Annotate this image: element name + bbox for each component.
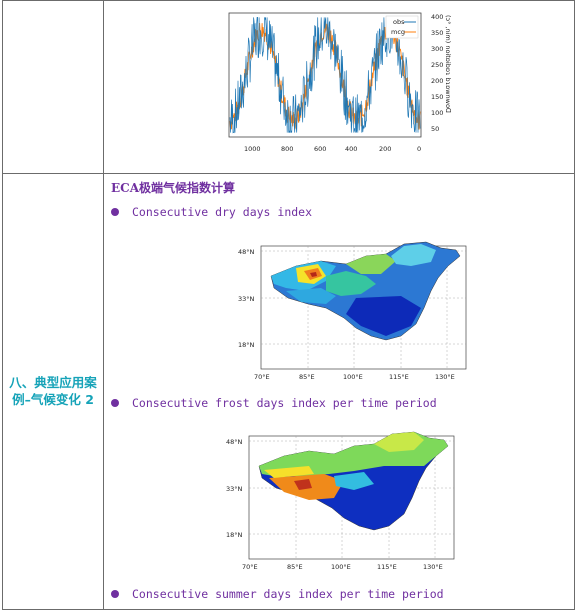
section-label: 八、典型应用案 例–气候变化 2: [3, 174, 103, 408]
lon-tick: 70°E: [242, 563, 258, 571]
bullet-icon: [111, 589, 119, 598]
xtick: 1000: [244, 145, 261, 153]
bullet-item-summer-days: Consecutive summer days index per time p…: [111, 587, 444, 601]
bullet-text: Consecutive frost days index per time pe…: [132, 396, 437, 410]
lon-tick: 130°E: [435, 373, 455, 381]
xtick: 200: [379, 145, 391, 153]
bullet-text: Consecutive dry days index: [132, 205, 313, 219]
lon-tick: 115°E: [389, 373, 409, 381]
map-dry-days: 48°N 33°N 18°N 70°E 85°E 100°E 115°E 130…: [226, 236, 476, 390]
legend-mcg-label: mcg: [391, 28, 405, 36]
lat-tick: 18°N: [238, 341, 255, 349]
lon-tick: 100°E: [331, 563, 351, 571]
eca-heading: ECA极端气候指数计算: [111, 181, 236, 195]
lat-tick: 33°N: [238, 295, 255, 303]
section-label-line1: 八、典型应用案: [9, 375, 97, 390]
xtick: 0: [417, 145, 421, 153]
lat-tick: 18°N: [226, 531, 243, 539]
ytick: 300: [431, 45, 443, 53]
ytick: 350: [431, 29, 443, 37]
bullet-icon: [111, 398, 119, 407]
lat-ticks: 48°N 33°N 18°N: [226, 438, 243, 539]
xtick: 800: [281, 145, 293, 153]
map-frost-days: 48°N 33°N 18°N 70°E 85°E 100°E 115°E 130…: [214, 426, 464, 580]
lon-tick: 70°E: [254, 373, 270, 381]
downward-radiation-chart: obs mcg 400 350 300 250 200 150 100 50 (…: [228, 12, 452, 153]
ytick: 400: [431, 13, 443, 21]
lon-ticks: 70°E 85°E 100°E 115°E 130°E: [242, 563, 443, 571]
lon-tick: 100°E: [343, 373, 363, 381]
lat-tick: 48°N: [226, 438, 243, 446]
bullet-text: Consecutive summer days index per time p…: [132, 587, 444, 601]
bullet-icon: [111, 207, 119, 216]
xtick: 600: [314, 145, 326, 153]
y-ticks: 400 350 300 250 200 150 100 50: [431, 13, 443, 133]
x-ticks: 1000 800 600 400 200 0: [244, 145, 421, 153]
section-label-line2: 例–气候变化 2: [12, 392, 94, 407]
ytick: 250: [431, 61, 443, 69]
lon-ticks: 70°E 85°E 100°E 115°E 130°E: [254, 373, 455, 381]
y-axis-label: (ɔ° ,nim) noitɒibɒɿ bɿɒwnwoᗡ: [444, 15, 452, 113]
lon-tick: 130°E: [423, 563, 443, 571]
lon-tick: 115°E: [377, 563, 397, 571]
ytick: 50: [431, 125, 439, 133]
lat-ticks: 48°N 33°N 18°N: [238, 248, 255, 349]
ytick: 100: [431, 109, 443, 117]
legend-obs-label: obs: [393, 18, 405, 26]
bullet-item-frost-days: Consecutive frost days index per time pe…: [111, 396, 437, 410]
section-label-cell: 八、典型应用案 例–气候变化 2: [2, 173, 104, 610]
eca-cell: ECA极端气候指数计算 Consecutive dry days index: [103, 173, 575, 610]
lat-tick: 33°N: [226, 485, 243, 493]
bullet-item-dry-days: Consecutive dry days index: [111, 205, 312, 219]
empty-left-cell: [2, 0, 104, 174]
top-chart-cell: obs mcg 400 350 300 250 200 150 100 50 (…: [103, 0, 575, 174]
ytick: 200: [431, 77, 443, 85]
lon-tick: 85°E: [299, 373, 315, 381]
ytick: 150: [431, 93, 443, 101]
lon-tick: 85°E: [287, 563, 303, 571]
legend: obs mcg: [385, 15, 419, 39]
xtick: 400: [345, 145, 357, 153]
lat-tick: 48°N: [238, 248, 255, 256]
